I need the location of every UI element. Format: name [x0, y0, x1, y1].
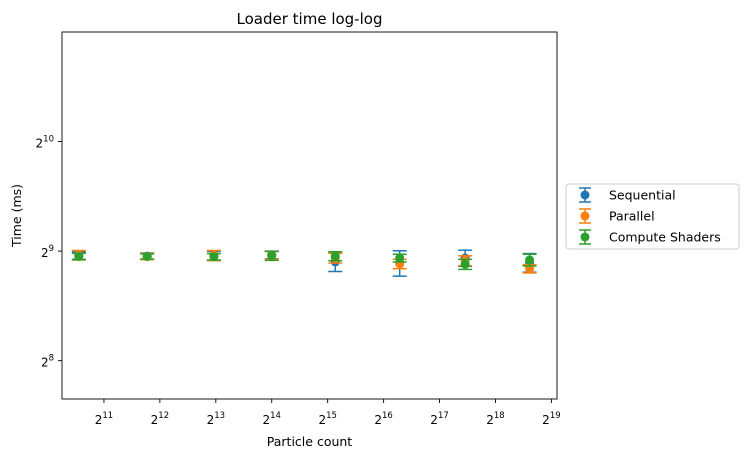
x-tick-label: 216	[374, 411, 392, 427]
legend-frame	[565, 183, 740, 250]
y-tick-label: 28	[41, 354, 54, 370]
legend-marker	[580, 211, 590, 221]
legend: Sequential Parallel Compute Shaders	[565, 183, 740, 250]
legend-marker	[580, 190, 590, 200]
x-axis-label: Particle count	[267, 434, 353, 449]
data-point	[209, 252, 219, 262]
plot-area	[62, 32, 557, 399]
data-point	[74, 251, 84, 261]
data-point	[395, 253, 405, 263]
x-tick-label: 215	[318, 411, 336, 427]
data-point	[330, 251, 340, 261]
x-tick-label: 218	[486, 411, 504, 427]
y-axis-ticks: 28 29 210	[36, 135, 62, 370]
x-tick-label: 214	[263, 411, 281, 427]
series-compute-shaders	[71, 250, 537, 271]
y-tick-label: 210	[36, 135, 54, 151]
data-point	[142, 251, 152, 261]
plot-frame	[61, 31, 558, 400]
x-tick-label: 217	[430, 411, 448, 427]
x-axis-ticks: 211 212 213 214 215 216 217 218 219	[95, 399, 561, 427]
y-tick-label: 29	[41, 244, 54, 260]
data-point	[460, 259, 470, 269]
y-axis-label: Time (ms)	[9, 184, 24, 248]
legend-marker	[580, 232, 590, 242]
x-tick-label: 213	[207, 411, 225, 427]
x-tick-label: 212	[151, 411, 169, 427]
legend-label: Compute Shaders	[609, 230, 721, 245]
data-point	[525, 255, 535, 265]
chart-title: Loader time log-log	[237, 10, 383, 28]
legend-label: Sequential	[609, 188, 676, 203]
legend-label: Parallel	[609, 209, 655, 224]
x-tick-label: 219	[542, 411, 560, 427]
x-tick-label: 211	[95, 411, 113, 427]
data-point	[267, 251, 277, 261]
data-marks	[71, 249, 537, 277]
